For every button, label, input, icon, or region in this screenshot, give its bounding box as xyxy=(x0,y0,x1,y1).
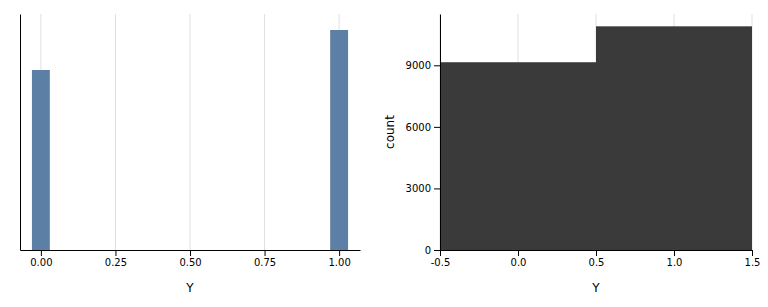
x-tick-label: 0.25 xyxy=(105,257,127,268)
x-tick-label: -0.5 xyxy=(431,257,451,268)
grid xyxy=(41,14,339,250)
x-tick-label: 1.00 xyxy=(328,257,350,268)
bar xyxy=(330,30,348,250)
figure: 0.00 0.25 0.50 0.75 1.00 Y -0.5 0.0 0.5 1.0 1.5 0 30… xyxy=(0,0,768,307)
x-tick-mark xyxy=(115,250,116,256)
x-tick: -0.5 xyxy=(431,250,451,268)
x-tick: 1.00 xyxy=(328,250,350,268)
grid-line-x xyxy=(440,14,441,250)
panel: -0.5 0.0 0.5 1.0 1.5 0 3000 6000 9000 Ycount xyxy=(383,14,760,295)
x-tick-mark xyxy=(518,250,519,256)
x-tick: 0.50 xyxy=(179,250,201,268)
y-tick: 9000 xyxy=(406,60,440,71)
x-tick-mark xyxy=(265,250,266,256)
x-tick-label: 0.00 xyxy=(30,257,52,268)
x-tick-mark xyxy=(674,250,675,256)
x-axis: 0.00 0.25 0.50 0.75 1.00 xyxy=(21,250,361,268)
x-tick: 1.5 xyxy=(745,250,761,268)
bars xyxy=(32,30,348,250)
x-tick-label: 0.0 xyxy=(511,257,527,268)
bar xyxy=(32,70,50,250)
x-tick-label: 0.75 xyxy=(254,257,276,268)
x-tick: 0.00 xyxy=(30,250,52,268)
y-tick-label: 6000 xyxy=(406,122,431,133)
grid-line-x xyxy=(190,14,191,250)
grid-line-x xyxy=(264,14,265,250)
x-tick: 0.5 xyxy=(589,250,605,268)
x-tick: 0.75 xyxy=(254,250,276,268)
x-tick-mark xyxy=(339,250,340,256)
y-tick: 3000 xyxy=(406,183,440,194)
x-tick-mark xyxy=(41,250,42,256)
y-axis-title: count xyxy=(383,115,397,149)
x-tick-mark xyxy=(440,250,441,256)
x-tick-label: 0.5 xyxy=(589,257,605,268)
x-tick-mark xyxy=(190,250,191,256)
grid xyxy=(440,14,752,250)
x-axis-title: Y xyxy=(591,281,600,295)
y-tick-mark xyxy=(434,65,440,66)
x-axis-title: Y xyxy=(185,281,194,295)
y-tick-mark xyxy=(434,188,440,189)
y-tick: 0 xyxy=(425,245,440,256)
x-tick-label: 0.50 xyxy=(179,257,201,268)
y-axis: 0 3000 6000 9000 xyxy=(406,15,441,256)
bar xyxy=(596,26,752,250)
x-tick-label: 1.5 xyxy=(745,257,761,268)
y-tick-label: 3000 xyxy=(406,183,431,194)
x-tick-mark xyxy=(752,250,753,256)
y-tick-label: 9000 xyxy=(406,60,431,71)
x-axis: -0.5 0.0 0.5 1.0 1.5 xyxy=(431,250,761,268)
y-tick: 6000 xyxy=(406,122,440,133)
panel: 0.00 0.25 0.50 0.75 1.00 Y xyxy=(21,14,361,295)
y-axis-line xyxy=(440,15,441,251)
y-axis xyxy=(20,15,21,251)
y-tick-mark xyxy=(434,127,440,128)
x-tick: 1.0 xyxy=(667,250,683,268)
x-tick-mark xyxy=(596,250,597,256)
x-tick: 0.25 xyxy=(105,250,127,268)
x-tick: 0.0 xyxy=(511,250,527,268)
grid-line-x xyxy=(115,14,116,250)
bar xyxy=(440,62,596,250)
y-axis-line xyxy=(20,15,21,251)
x-tick-label: 1.0 xyxy=(667,257,683,268)
y-tick-label: 0 xyxy=(425,245,431,256)
bars xyxy=(440,26,752,250)
y-tick-mark xyxy=(434,250,440,251)
